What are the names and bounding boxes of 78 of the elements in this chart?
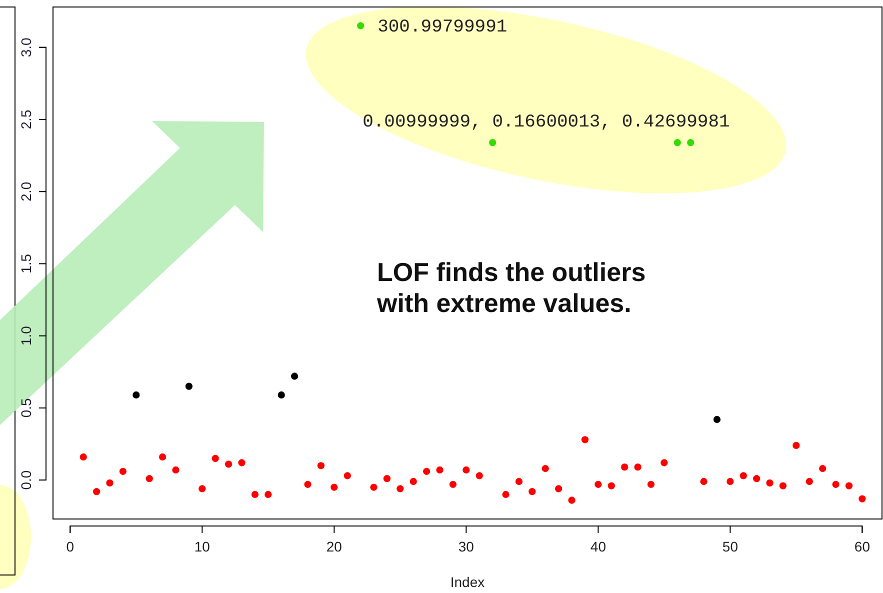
point (594, 480, 602, 488)
point (396, 485, 404, 492)
point (766, 479, 774, 487)
annotation: 0.00999999, 0.16600013, 0.42699981 (362, 112, 730, 133)
point (779, 482, 787, 490)
point (660, 459, 668, 466)
x-tick-label: 10 (194, 538, 210, 554)
point (383, 475, 391, 482)
point (476, 472, 483, 480)
point (568, 496, 576, 504)
point (489, 139, 496, 146)
point (410, 478, 417, 486)
point (832, 480, 840, 488)
point (436, 466, 444, 474)
point (264, 490, 272, 498)
point (172, 466, 180, 474)
point (119, 468, 127, 475)
point (344, 472, 351, 480)
point (792, 442, 800, 450)
point (132, 391, 140, 399)
point (687, 139, 694, 146)
point (713, 416, 721, 424)
point (146, 475, 153, 482)
point (700, 478, 708, 486)
x-tick-label: 60 (854, 538, 870, 554)
point (304, 480, 312, 488)
point (158, 453, 166, 461)
point (198, 485, 206, 492)
point (858, 495, 866, 502)
annotation: LOF finds the outliers with extreme values. (376, 257, 646, 318)
point (608, 482, 615, 490)
x-tick-label: 30 (458, 538, 474, 554)
point (225, 460, 232, 468)
point (106, 479, 114, 487)
x-axis-title: Index (450, 574, 485, 590)
point (80, 453, 87, 461)
point (357, 22, 364, 30)
point (753, 475, 760, 482)
point (726, 478, 734, 486)
point (291, 372, 298, 380)
point (621, 464, 628, 471)
y-tick-label: 1.5 (18, 254, 34, 274)
point (502, 490, 510, 498)
y-tick-label: 0.0 (18, 470, 34, 490)
point (462, 466, 470, 474)
y-tick-label: 3.0 (18, 37, 34, 58)
point (528, 488, 536, 496)
point (92, 488, 100, 496)
x-tick-label: 50 (722, 538, 738, 554)
point (647, 480, 655, 488)
point (251, 490, 259, 498)
point (581, 436, 589, 444)
y-tick-label: 2.5 (18, 110, 34, 130)
point (555, 485, 562, 492)
point (674, 139, 681, 146)
annotation: 300.99799991 (378, 18, 508, 38)
point (278, 391, 285, 399)
point (370, 484, 378, 491)
y-tick-label: 0.5 (18, 398, 34, 418)
y-tick-label: 2.0 (18, 182, 34, 202)
point (330, 484, 338, 491)
point (449, 480, 457, 488)
point (740, 472, 747, 480)
point (819, 464, 826, 472)
point (317, 462, 325, 470)
y-tick-label: 1.0 (18, 326, 34, 346)
point (806, 478, 813, 486)
point (212, 454, 219, 462)
point (185, 382, 193, 390)
point (238, 459, 246, 466)
point (634, 464, 642, 471)
point (542, 464, 549, 472)
point (423, 468, 430, 475)
point (845, 482, 853, 490)
x-tick-label: 20 (326, 538, 342, 554)
x-tick-label: 40 (590, 538, 606, 554)
point (515, 478, 523, 486)
x-tick-label: 0 (66, 538, 74, 554)
